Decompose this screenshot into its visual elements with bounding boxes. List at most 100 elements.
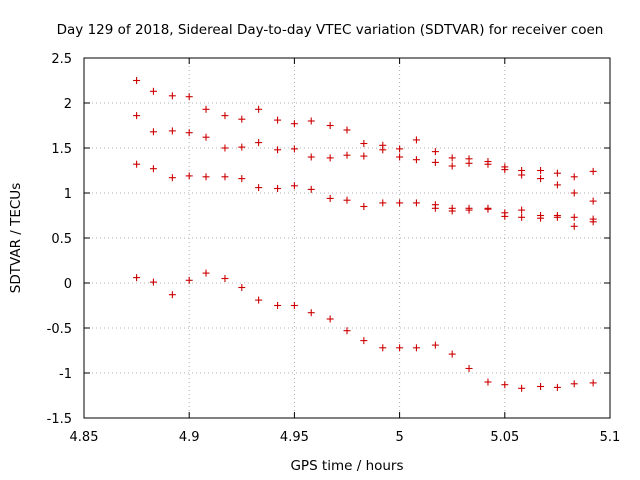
data-point <box>185 129 193 137</box>
data-point <box>360 152 368 160</box>
data-point <box>221 275 229 282</box>
data-points <box>133 77 597 392</box>
data-point <box>448 207 456 215</box>
x-tick-label: 4.9 <box>179 430 200 445</box>
x-tick-label: 4.95 <box>280 430 309 445</box>
y-tick-label: -1.5 <box>47 412 72 427</box>
data-point <box>133 112 141 120</box>
x-tick-label: 5.05 <box>490 430 519 445</box>
data-point <box>202 133 210 141</box>
data-point <box>149 128 157 136</box>
y-tick-label: 1 <box>64 187 72 202</box>
data-point <box>238 284 246 291</box>
data-point <box>379 199 387 207</box>
data-point <box>168 174 176 182</box>
data-point <box>412 136 420 144</box>
data-point <box>221 173 229 181</box>
data-point <box>518 213 526 221</box>
data-point <box>518 206 526 214</box>
data-point <box>255 139 263 147</box>
data-point <box>307 153 315 161</box>
data-point <box>238 143 246 151</box>
y-tick-label: 0.5 <box>51 232 72 247</box>
data-point <box>274 185 282 192</box>
data-point <box>307 117 315 125</box>
data-point <box>343 196 351 204</box>
data-point <box>412 344 420 352</box>
data-point <box>274 302 282 309</box>
data-point <box>238 175 246 183</box>
data-point <box>465 206 473 214</box>
y-tick-label: -0.5 <box>47 322 72 337</box>
data-point <box>431 148 439 156</box>
x-tick-label: 4.85 <box>70 430 99 445</box>
data-point <box>168 127 176 135</box>
data-point <box>307 185 315 193</box>
data-point <box>149 87 157 95</box>
data-point <box>553 383 561 391</box>
y-tick-label: 2 <box>64 97 72 112</box>
y-tick-label: 2.5 <box>51 52 72 67</box>
data-point <box>274 116 282 124</box>
grid <box>84 58 610 418</box>
y-tick-label: 0 <box>64 277 72 292</box>
data-point <box>570 213 578 221</box>
data-point <box>589 379 597 387</box>
data-point <box>326 194 334 202</box>
data-point <box>133 160 141 168</box>
data-point <box>537 167 545 174</box>
data-point <box>589 197 597 205</box>
data-point <box>343 151 351 159</box>
data-point <box>396 199 404 207</box>
data-point <box>307 309 315 317</box>
data-point <box>553 169 561 177</box>
chart-title: Day 129 of 2018, Sidereal Day-to-day VTE… <box>57 22 604 38</box>
data-point <box>431 341 439 349</box>
data-point <box>255 105 263 113</box>
data-point <box>326 154 334 162</box>
data-point <box>202 105 210 113</box>
data-point <box>360 140 368 147</box>
data-point <box>360 203 368 210</box>
data-point <box>290 302 298 309</box>
axis-ticks: 4.85 4.9 4.95 5 5.05 5.1 -1.5 -1 -0.5 0 0.5 1 1.5 2 2.… <box>47 52 621 445</box>
data-point <box>537 175 545 183</box>
data-point <box>149 165 157 173</box>
data-point <box>570 222 578 230</box>
data-point <box>484 378 492 386</box>
data-point <box>448 162 456 170</box>
data-point <box>553 213 561 221</box>
data-point <box>168 92 176 100</box>
data-point <box>589 167 597 175</box>
data-point <box>537 383 545 390</box>
data-point <box>484 205 492 213</box>
data-point <box>501 212 509 220</box>
data-point <box>360 337 368 345</box>
data-point <box>396 344 404 352</box>
data-point <box>431 204 439 212</box>
data-point <box>396 145 404 153</box>
plot-frame <box>83 57 611 419</box>
data-point <box>465 365 473 372</box>
data-point <box>133 274 141 282</box>
data-point <box>290 145 298 153</box>
data-point <box>396 153 404 161</box>
data-point <box>255 296 263 304</box>
data-point <box>326 315 334 323</box>
data-point <box>501 381 509 389</box>
data-point <box>255 184 263 192</box>
data-point <box>326 122 334 129</box>
data-point <box>518 384 526 392</box>
data-point <box>537 214 545 222</box>
data-point <box>185 276 193 284</box>
data-point <box>221 112 229 120</box>
y-tick-label: -1 <box>59 367 72 382</box>
data-point <box>168 291 176 299</box>
data-point <box>379 344 387 352</box>
data-point <box>238 115 246 123</box>
data-point <box>448 350 456 358</box>
data-point <box>518 171 526 179</box>
data-point <box>290 120 298 128</box>
data-point <box>185 93 193 101</box>
